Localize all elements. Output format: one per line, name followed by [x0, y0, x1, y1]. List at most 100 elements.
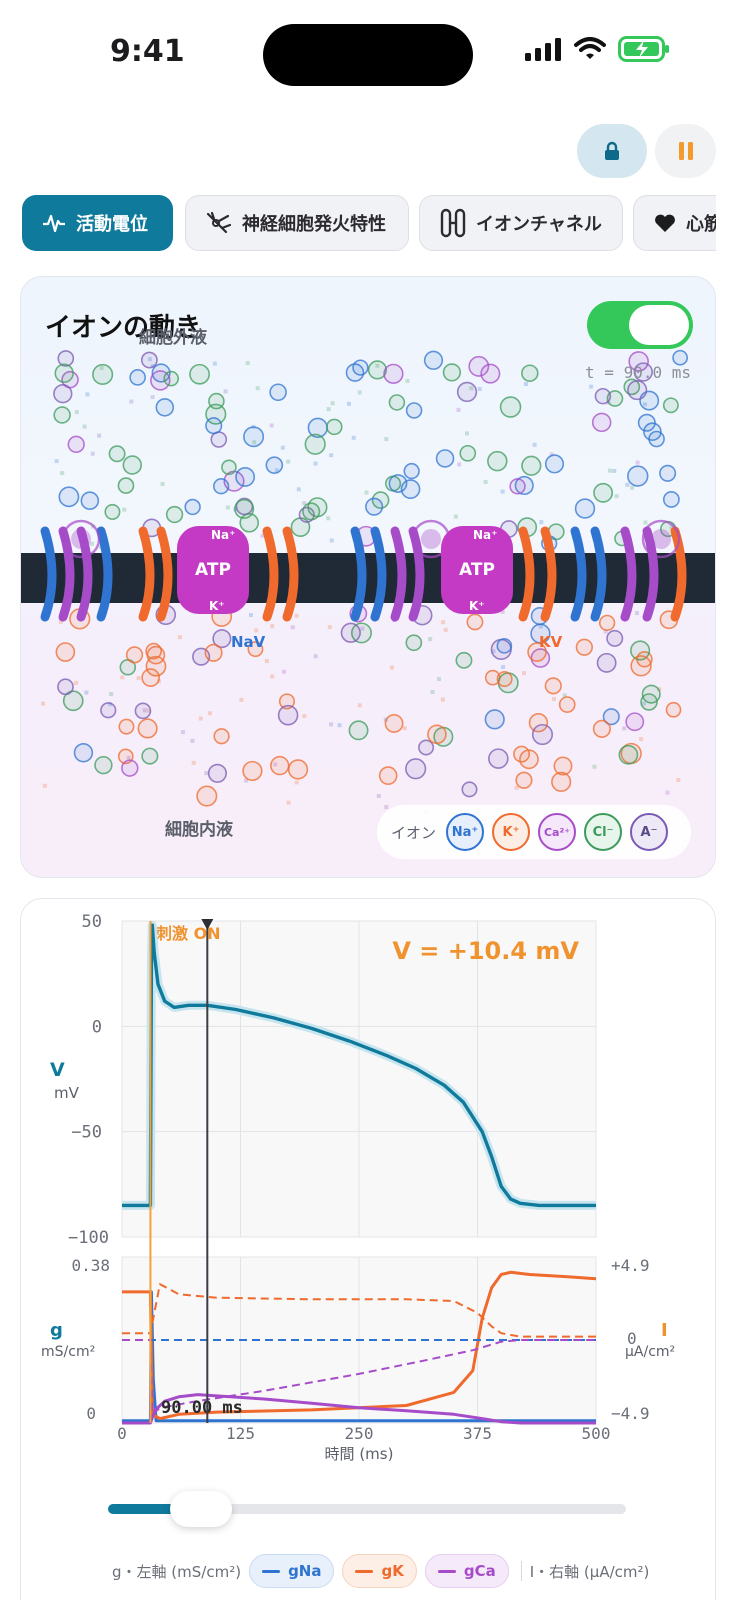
legend-gk[interactable]: gK	[342, 1554, 417, 1588]
extracellular-ion	[637, 413, 656, 432]
intracellular-ion	[145, 655, 167, 677]
ion-dot	[457, 462, 462, 467]
ion-dot	[294, 780, 299, 785]
tab-ion-channel[interactable]: イオンチャネル	[419, 195, 623, 251]
tab-neuron-firing[interactable]: 神経細胞発火特性	[185, 195, 409, 251]
legend-k[interactable]: K⁺	[492, 813, 531, 851]
ion-dot	[274, 468, 279, 473]
intracellular-ion	[121, 759, 139, 777]
intracellular-ion	[134, 702, 152, 720]
ion-dot	[313, 461, 318, 466]
ion-dot	[436, 677, 441, 682]
extracellular-ion	[403, 462, 420, 480]
intracellular-ion	[405, 634, 423, 652]
atp-pump-1: ATP	[177, 526, 249, 614]
channel-subunit	[370, 526, 387, 622]
legend-anion[interactable]: A⁻	[630, 813, 669, 851]
lock-button[interactable]	[577, 124, 647, 178]
intracellular-ion	[598, 614, 616, 632]
ion-dot	[286, 800, 291, 805]
ion-dot	[54, 459, 59, 464]
intracellular-ion	[204, 643, 223, 662]
extracellular-ion	[235, 467, 256, 487]
channel-subunit	[40, 526, 57, 622]
intracellular-ion	[212, 629, 232, 649]
intracellular-ion	[213, 728, 230, 745]
ion-dot	[239, 697, 244, 702]
pause-button[interactable]	[655, 124, 716, 178]
legend-gna[interactable]: gNa	[249, 1554, 335, 1588]
intracellular-ion	[558, 696, 576, 713]
extracellular-ion	[352, 359, 369, 376]
extracellular-ion	[92, 363, 114, 386]
ion-dot	[41, 701, 46, 706]
legend-na[interactable]: Na⁺	[446, 813, 485, 851]
ion-dot	[150, 395, 155, 400]
gna-swatch	[262, 1569, 281, 1573]
intracellular-ion	[618, 744, 639, 765]
intracellular-ion	[145, 642, 162, 660]
intracellular-ion	[94, 755, 113, 775]
i-tick-zero: 0	[627, 1329, 637, 1348]
calcium-ion-flux	[641, 519, 681, 559]
legend-cl[interactable]: Cl⁻	[584, 813, 623, 851]
ion-dot	[539, 520, 544, 525]
time-tick-label: 125	[226, 1424, 255, 1443]
channel-subunit	[262, 526, 279, 622]
time-slider-thumb[interactable]	[170, 1491, 233, 1527]
intracellular-ion	[57, 678, 74, 696]
intracellular-ion	[640, 693, 658, 711]
ion-dot	[491, 649, 496, 654]
ion-dot	[641, 701, 646, 706]
battery-icon	[618, 36, 669, 62]
ion-dot	[346, 401, 351, 406]
extracellular-ion	[388, 394, 406, 411]
extracellular-ion	[662, 397, 679, 414]
ion-dot	[326, 516, 331, 521]
ion-dot	[244, 778, 249, 783]
ion-dot	[428, 637, 433, 642]
tab-cardiac[interactable]: 心筋	[633, 195, 716, 251]
ion-dot	[84, 690, 89, 695]
g-tick-max: 0.38	[71, 1256, 110, 1275]
extracellular-ion	[243, 426, 265, 448]
tab-action-potential[interactable]: 活動電位	[22, 195, 173, 251]
ion-dot	[294, 613, 299, 618]
legend-ca[interactable]: Ca²⁺	[538, 813, 577, 851]
extracellular-ion	[574, 498, 596, 519]
ion-dot	[592, 764, 597, 769]
pause-icon	[678, 142, 693, 160]
ion-dot	[402, 726, 407, 731]
time-tick-label: 0	[117, 1424, 127, 1443]
trace-legend: g・左軸 (mS/cm²) gNa gK gCa I・右軸 (µA/cm²)	[112, 1551, 716, 1591]
plots[interactable]: 50 0 −50 −100 V mV V = +10.4 mV 刺激 ON 0.…	[21, 899, 716, 1479]
time-cursor-handle[interactable]	[201, 919, 214, 930]
extracellular-ion	[184, 498, 201, 516]
extracellular-ion	[544, 454, 565, 474]
extracellular-ion	[593, 482, 614, 503]
extracellular-ion	[80, 491, 100, 510]
intracellular-label: 細胞内液	[165, 820, 233, 840]
ion-dot	[500, 489, 505, 494]
atp-label: ATP	[195, 560, 231, 580]
extracellular-ion	[383, 363, 404, 384]
channel-label-nav: NaV	[231, 633, 266, 651]
i-axis-unit: µA/cm²	[625, 1344, 675, 1360]
ion-dot	[142, 708, 147, 713]
intracellular-ion	[630, 640, 651, 661]
extracellular-ion	[628, 351, 649, 372]
intracellular-ion	[137, 718, 158, 739]
ion-view-toggle[interactable]	[587, 301, 693, 349]
legend-gca[interactable]: gCa	[424, 1554, 509, 1588]
time-slider-track[interactable]	[108, 1504, 626, 1514]
time-axis-ticks: 0 125 250 375 500	[117, 1424, 610, 1443]
ion-dot	[207, 711, 212, 716]
ion-dot	[443, 627, 448, 632]
ion-dot	[521, 671, 526, 676]
extracellular-ion	[405, 402, 423, 419]
pump-k-label-2: K⁺	[469, 599, 485, 613]
i-tick-min: −4.9	[611, 1404, 650, 1423]
ion-dot	[302, 501, 307, 506]
ion-dot	[635, 460, 640, 465]
extracellular-ion	[67, 435, 85, 454]
